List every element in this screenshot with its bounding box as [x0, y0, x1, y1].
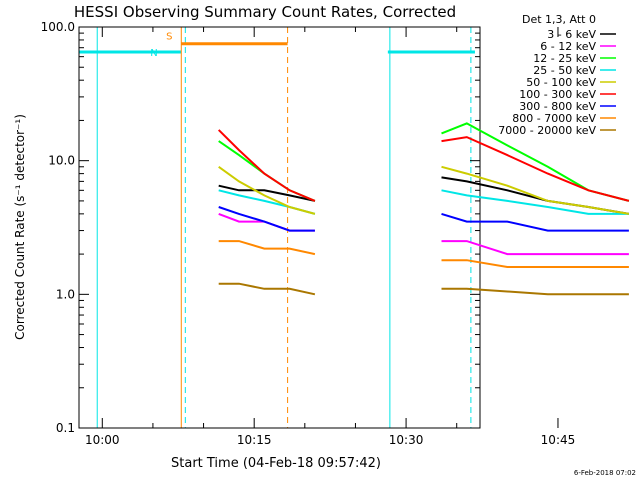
y-tick-label: 10.0: [48, 154, 75, 168]
y-tick-label: 1.0: [56, 287, 75, 301]
interval-label: N: [150, 48, 157, 59]
x-tick-label: 10:30: [389, 433, 424, 447]
legend-label: 12 - 25 keV: [533, 52, 596, 65]
x-tick-label: 10:00: [85, 433, 120, 447]
axes: 0.11.010.0100.010:0010:1510:3010:4511:00…: [41, 20, 576, 447]
series-line: [441, 165, 630, 215]
series-line: [218, 206, 315, 232]
legend-label: 6 - 12 keV: [540, 40, 596, 53]
series-line: [441, 287, 629, 296]
series-line: [441, 189, 629, 215]
legend-label: 100 - 300 keV: [519, 88, 596, 101]
plot-frame: [78, 26, 481, 429]
legend-title: Det 1,3, Att 0: [522, 13, 596, 26]
series-line: [441, 212, 629, 232]
y-tick-label: 0.1: [56, 421, 75, 435]
legend-label: 800 - 7000 keV: [512, 112, 596, 125]
x-axis-label: Start Time (04-Feb-18 09:57:42): [171, 456, 381, 471]
series-line: [441, 259, 629, 268]
legend-label: 3 - 6 keV: [547, 28, 596, 41]
plot-area: NS: [79, 27, 475, 428]
series-line: [441, 136, 630, 202]
series-line: [441, 240, 629, 256]
series-line: [218, 165, 316, 215]
legend-label: 50 - 100 keV: [526, 76, 596, 89]
x-tick-label: 10:15: [237, 433, 272, 447]
interval-label: S: [166, 32, 172, 43]
x-tick-label: 10:45: [541, 433, 576, 447]
y-tick-label: 100.0: [41, 20, 75, 34]
y-axis-label: Corrected Count Rate (s⁻¹ detector⁻¹): [13, 114, 27, 340]
series-line: [218, 140, 316, 202]
series-line: [218, 240, 316, 256]
series-line: [218, 184, 316, 202]
legend-label: 300 - 800 keV: [519, 100, 596, 113]
chart-title: HESSI Observing Summary Count Rates, Cor…: [74, 3, 456, 21]
legend-label: 7000 - 20000 keV: [498, 124, 596, 137]
series-layer: [217, 122, 630, 296]
footer-timestamp: 6-Feb-2018 07:02: [574, 469, 636, 477]
legend-label: 25 - 50 keV: [533, 64, 596, 77]
series-line: [218, 282, 316, 296]
series-line: [217, 129, 316, 202]
